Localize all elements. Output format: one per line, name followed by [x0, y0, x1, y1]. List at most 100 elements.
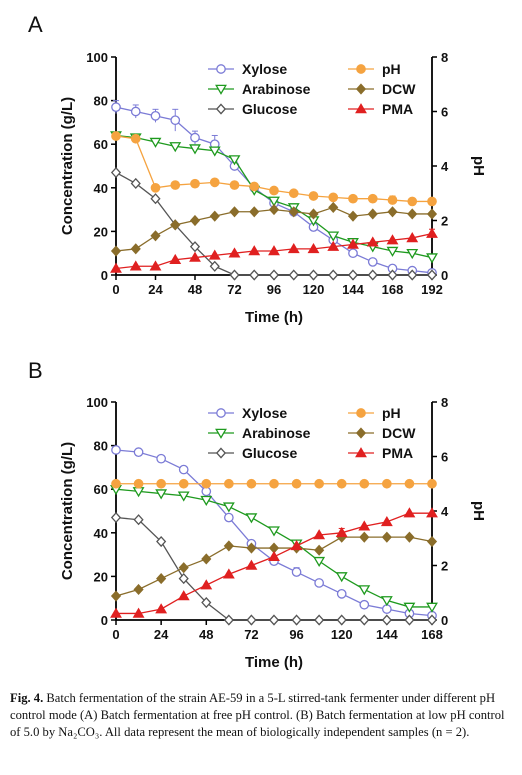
data-point-ph: [328, 192, 339, 203]
series-line-arabinose: [115, 134, 433, 259]
legend-item-xylose: Xylose: [208, 61, 287, 77]
data-point-pma: [110, 262, 122, 273]
data-point-glucose: [178, 573, 189, 585]
x-tick-label: 0: [112, 282, 119, 297]
data-point-pma: [149, 260, 162, 271]
data-point-arabinose: [313, 556, 326, 568]
data-point-glucose: [110, 166, 122, 179]
series-ph: [111, 131, 437, 207]
data-point-xylose: [367, 257, 378, 267]
data-point-ph: [178, 478, 189, 489]
data-point-dcw: [178, 562, 189, 574]
legend-marker: [355, 83, 367, 95]
data-point-pma: [358, 520, 371, 531]
data-point-dcw: [288, 206, 299, 218]
data-point-arabinose: [222, 502, 235, 513]
data-point-pma: [290, 539, 303, 551]
legend-label: PMA: [382, 445, 413, 461]
legend-marker: [355, 427, 367, 439]
series-pma: [110, 507, 438, 618]
data-point-glucose: [150, 193, 161, 205]
y2-tick-label: 0: [441, 613, 448, 628]
data-point-ph: [348, 193, 358, 204]
legend-marker: [215, 103, 227, 115]
data-point-ph: [201, 478, 212, 489]
data-point-pma: [228, 247, 241, 258]
data-point-dcw: [314, 544, 325, 556]
y2-tick-label: 2: [441, 214, 448, 229]
data-point-glucose: [336, 614, 347, 626]
legend-label: pH: [382, 405, 401, 421]
y2-tick-label: 8: [441, 50, 448, 65]
data-point-arabinose: [200, 495, 213, 506]
y2-tick-label: 4: [441, 159, 449, 174]
y-axis-label: Concentration (g/L): [59, 442, 76, 580]
data-point-xylose: [130, 106, 141, 117]
x-tick-label: 168: [421, 627, 443, 642]
data-point-ph: [224, 478, 234, 489]
data-point-ph: [249, 181, 260, 192]
y2-tick-label: 2: [441, 559, 448, 574]
data-point-glucose: [367, 269, 378, 281]
x-tick-label: 144: [376, 627, 398, 642]
data-point-ph: [288, 188, 299, 199]
data-point-ph: [308, 191, 319, 201]
legend-marker: [215, 447, 227, 459]
data-point-glucose: [268, 269, 280, 281]
data-point-pma: [335, 526, 348, 538]
data-point-dcw: [130, 243, 141, 255]
data-point-xylose: [170, 115, 181, 126]
data-point-ph: [111, 131, 121, 141]
x-tick-label: 24: [154, 627, 169, 642]
caption-text: Batch fermentation of the strain AE-59 i…: [10, 691, 505, 739]
legend-label: DCW: [382, 425, 416, 441]
data-point-dcw: [367, 208, 378, 220]
data-point-pma: [208, 249, 221, 260]
data-point-pma: [169, 253, 182, 264]
data-point-dcw: [387, 206, 398, 218]
data-point-dcw: [201, 553, 212, 565]
data-point-glucose: [249, 269, 260, 281]
data-point-xylose: [178, 464, 189, 475]
legend-marker: [216, 408, 226, 418]
data-point-glucose: [359, 614, 370, 626]
data-point-arabinose: [386, 246, 399, 257]
legend-marker: [216, 64, 226, 74]
y-tick-label: 80: [94, 439, 108, 454]
data-point-arabinose: [177, 491, 190, 502]
x-tick-label: 0: [112, 627, 119, 642]
data-point-dcw: [347, 210, 359, 222]
series-dcw: [110, 201, 438, 257]
data-point-pma: [177, 590, 190, 601]
legend-label: Arabinose: [242, 81, 311, 97]
data-point-pma: [386, 234, 399, 245]
data-point-dcw: [133, 583, 144, 596]
data-point-pma: [129, 260, 142, 271]
data-point-glucose: [110, 511, 122, 524]
y2-axis-label: pH: [470, 156, 487, 176]
data-point-ph: [382, 478, 392, 489]
x-tick-label: 144: [342, 282, 364, 297]
legend-item-xylose: Xylose: [208, 405, 287, 421]
data-point-dcw: [110, 590, 122, 602]
data-point-xylose: [150, 111, 161, 121]
y-tick-label: 40: [94, 526, 108, 541]
legend-label: Glucose: [242, 101, 297, 117]
data-point-glucose: [347, 269, 359, 281]
data-point-ph: [314, 478, 324, 489]
data-point-pma: [347, 238, 359, 249]
data-point-arabinose: [426, 253, 438, 264]
y-axis-label: Concentration (g/L): [59, 97, 76, 235]
x-tick-label: 48: [199, 627, 213, 642]
data-point-glucose: [314, 614, 325, 626]
caption-label: Fig. 4.: [10, 691, 44, 705]
data-point-dcw: [426, 535, 438, 548]
data-point-glucose: [130, 177, 141, 190]
data-point-glucose: [291, 614, 302, 626]
x-tick-label: 120: [303, 282, 325, 297]
data-point-dcw: [150, 230, 161, 242]
y2-tick-label: 6: [441, 450, 448, 465]
x-tick-label: 168: [382, 282, 404, 297]
x-axis-label: Time (h): [245, 309, 303, 326]
